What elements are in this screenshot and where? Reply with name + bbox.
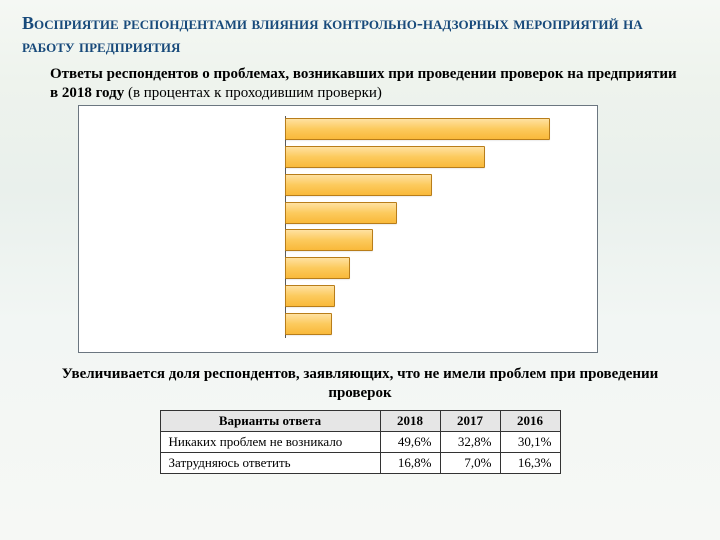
table-cell-value: 16,3% [500, 452, 560, 473]
summary-text: Увеличивается доля респондентов, заявляю… [60, 365, 660, 404]
bar-row [285, 257, 579, 279]
page-title: Восприятие респондентами влияния контрол… [22, 12, 698, 57]
bar [285, 146, 485, 168]
bar [285, 257, 350, 279]
bar-row [285, 118, 579, 140]
table-cell-value: 49,6% [380, 431, 440, 452]
table-cell-value: 16,8% [380, 452, 440, 473]
table-header: 2016 [500, 410, 560, 431]
table-header: 2017 [440, 410, 500, 431]
table-header: Варианты ответа [160, 410, 380, 431]
answers-table: Варианты ответа201820172016Никаких пробл… [160, 410, 561, 474]
bar [285, 285, 335, 307]
table-cell-label: Никаких проблем не возникало [160, 431, 380, 452]
bar-row [285, 202, 579, 224]
bar-row [285, 285, 579, 307]
bar [285, 229, 373, 251]
table-row: Никаких проблем не возникало49,6%32,8%30… [160, 431, 560, 452]
table-cell-value: 32,8% [440, 431, 500, 452]
chart-subtitle: Ответы респондентов о проблемах, возника… [50, 65, 688, 103]
bar [285, 118, 550, 140]
chart-subtitle-plain: (в процентах к проходившим проверки) [128, 85, 382, 101]
bar-chart [78, 105, 598, 353]
bar-row [285, 146, 579, 168]
bar-container [285, 116, 579, 338]
table-cell-value: 7,0% [440, 452, 500, 473]
table-row: Затрудняюсь ответить16,8%7,0%16,3% [160, 452, 560, 473]
table-cell-value: 30,1% [500, 431, 560, 452]
table-cell-label: Затрудняюсь ответить [160, 452, 380, 473]
bar [285, 313, 332, 335]
bar [285, 174, 432, 196]
bar-row [285, 229, 579, 251]
table-header: 2018 [380, 410, 440, 431]
bar [285, 202, 397, 224]
bar-row [285, 313, 579, 335]
bar-row [285, 174, 579, 196]
